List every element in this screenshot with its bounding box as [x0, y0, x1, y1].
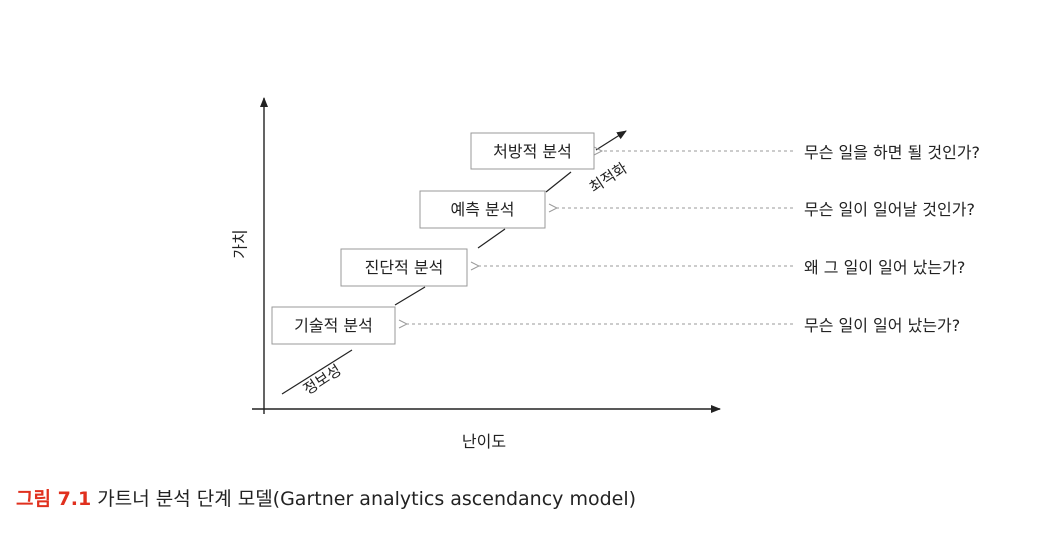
y-axis-label: 가치: [231, 229, 250, 258]
stage-label-descriptive: 기술적 분석: [294, 316, 373, 335]
x-axis-label: 난이도: [462, 432, 506, 451]
diagonal-segment-2: [394, 286, 426, 306]
stage-box-diagnostic: [340, 248, 468, 287]
diagonal-segment-3: [477, 228, 506, 249]
stage-label-diagnostic: 진단적 분석: [365, 258, 444, 277]
diagonal-segment-4: [545, 171, 572, 193]
question-prescriptive: 무슨 일을 하면 될 것인가?: [804, 143, 980, 162]
diagonal-label-bottom: 정보성: [300, 361, 345, 399]
question-descriptive: 무슨 일이 일어 났는가?: [804, 316, 960, 335]
stage-label-prescriptive: 처방적 분석: [493, 142, 572, 161]
figure-number: 그림 7.1: [16, 488, 92, 510]
figure-title: 가트너 분석 단계 모델(Gartner analytics ascendanc…: [97, 488, 637, 510]
diagonal-arrow: [595, 130, 627, 151]
stage-box-predictive: [419, 190, 546, 229]
figure-caption: 그림 7.1 가트너 분석 단계 모델(Gartner analytics asc…: [16, 484, 636, 511]
question-diagnostic: 왜 그 일이 일어 났는가?: [804, 258, 965, 277]
question-predictive: 무슨 일이 일어날 것인가?: [804, 200, 975, 219]
diagonal-segment-1: [281, 349, 353, 395]
stage-label-predictive: 예측 분석: [451, 200, 515, 219]
stage-box-descriptive: [271, 306, 396, 345]
